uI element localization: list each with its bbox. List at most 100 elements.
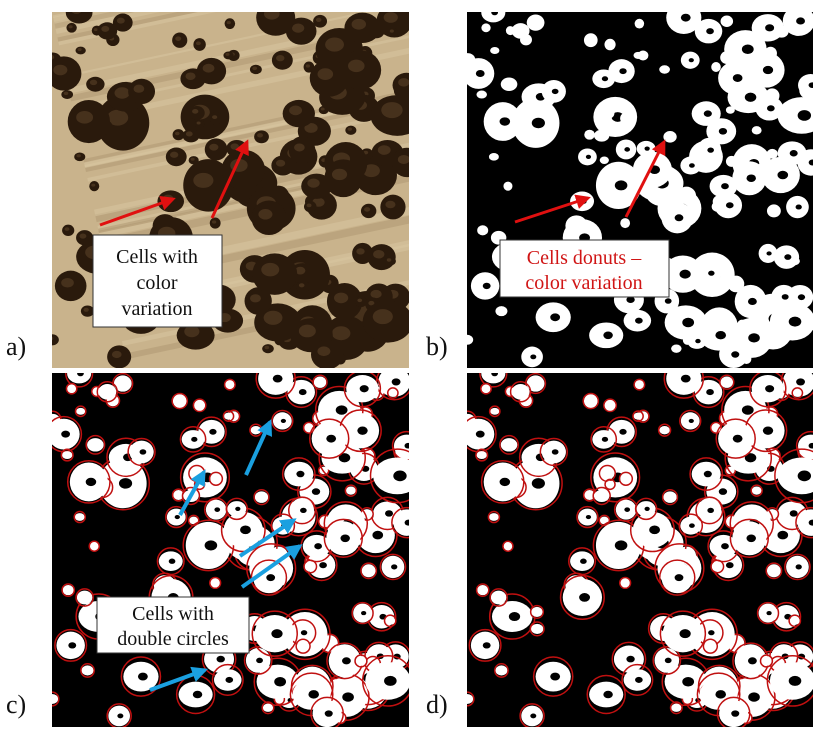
panel-b-image bbox=[460, 1, 813, 368]
cell bbox=[306, 64, 310, 67]
cell bbox=[281, 419, 286, 423]
cell bbox=[645, 507, 650, 511]
cell bbox=[299, 283, 305, 287]
cell bbox=[271, 629, 282, 638]
cell bbox=[733, 435, 743, 443]
cell bbox=[500, 117, 511, 125]
cell bbox=[649, 525, 660, 534]
cell bbox=[360, 385, 369, 392]
cell bbox=[209, 144, 218, 151]
cell bbox=[711, 62, 721, 72]
cell bbox=[193, 691, 202, 699]
cell bbox=[715, 331, 726, 339]
cell bbox=[501, 78, 518, 91]
cell bbox=[214, 507, 220, 512]
cell bbox=[491, 10, 498, 15]
cell bbox=[274, 677, 286, 686]
cell bbox=[68, 642, 76, 648]
cell bbox=[334, 293, 348, 304]
cell bbox=[796, 564, 802, 569]
cell bbox=[793, 28, 802, 36]
cell bbox=[372, 531, 383, 540]
cell bbox=[175, 132, 180, 136]
cell bbox=[296, 471, 304, 477]
cell bbox=[704, 471, 712, 477]
cell bbox=[500, 478, 511, 486]
cell bbox=[340, 535, 349, 543]
cell bbox=[752, 126, 762, 134]
cell bbox=[624, 147, 630, 152]
cell bbox=[615, 540, 628, 550]
cell bbox=[530, 714, 536, 719]
cell bbox=[552, 89, 559, 94]
cell bbox=[745, 93, 757, 102]
cell bbox=[721, 376, 734, 387]
cell bbox=[251, 426, 262, 434]
cell bbox=[766, 251, 771, 255]
cell bbox=[318, 68, 334, 80]
cell bbox=[689, 163, 695, 168]
cell bbox=[61, 431, 70, 438]
cell bbox=[659, 426, 670, 434]
cell bbox=[742, 405, 754, 414]
cell bbox=[615, 180, 628, 190]
cell bbox=[681, 375, 691, 383]
cell bbox=[76, 154, 80, 157]
cell bbox=[476, 451, 487, 459]
cell bbox=[263, 704, 273, 712]
cell bbox=[193, 173, 213, 188]
cell bbox=[348, 128, 352, 131]
cell bbox=[138, 673, 148, 681]
cell bbox=[477, 585, 488, 595]
cell bbox=[273, 375, 283, 383]
cell bbox=[346, 486, 356, 494]
cell bbox=[191, 158, 195, 161]
cell bbox=[91, 184, 95, 187]
cell bbox=[258, 209, 272, 220]
cell bbox=[580, 559, 587, 564]
cell bbox=[765, 24, 774, 31]
cell bbox=[312, 488, 320, 495]
cell bbox=[364, 207, 370, 212]
cell bbox=[624, 507, 630, 512]
cell bbox=[98, 384, 116, 400]
cell bbox=[712, 561, 723, 571]
cell bbox=[192, 109, 198, 114]
cell bbox=[604, 39, 615, 50]
cell bbox=[316, 18, 322, 22]
cell bbox=[721, 183, 729, 189]
cell bbox=[65, 227, 70, 231]
cell bbox=[748, 657, 757, 664]
cell bbox=[352, 19, 366, 30]
cell bbox=[689, 419, 694, 423]
cell bbox=[606, 121, 615, 128]
cell bbox=[384, 12, 398, 23]
cell bbox=[721, 543, 729, 549]
cell bbox=[793, 389, 802, 397]
cell bbox=[342, 692, 354, 701]
cell bbox=[695, 339, 700, 343]
cell bbox=[789, 317, 802, 327]
cell bbox=[512, 384, 530, 400]
cell bbox=[619, 429, 626, 435]
cell bbox=[264, 8, 280, 20]
cell bbox=[490, 47, 499, 54]
cell bbox=[708, 630, 714, 635]
cell bbox=[381, 102, 402, 118]
cell bbox=[78, 48, 82, 51]
cell bbox=[777, 531, 788, 540]
cell bbox=[602, 437, 608, 442]
cell bbox=[266, 574, 275, 581]
cell bbox=[489, 153, 499, 161]
cell bbox=[69, 25, 73, 28]
cell bbox=[250, 294, 261, 302]
cell bbox=[798, 110, 811, 121]
cell bbox=[584, 33, 598, 47]
cell bbox=[46, 694, 58, 704]
cell bbox=[405, 520, 412, 526]
cell bbox=[385, 201, 395, 209]
cell bbox=[752, 486, 762, 494]
cell bbox=[712, 201, 723, 211]
cell bbox=[90, 80, 97, 86]
cell bbox=[173, 394, 187, 408]
